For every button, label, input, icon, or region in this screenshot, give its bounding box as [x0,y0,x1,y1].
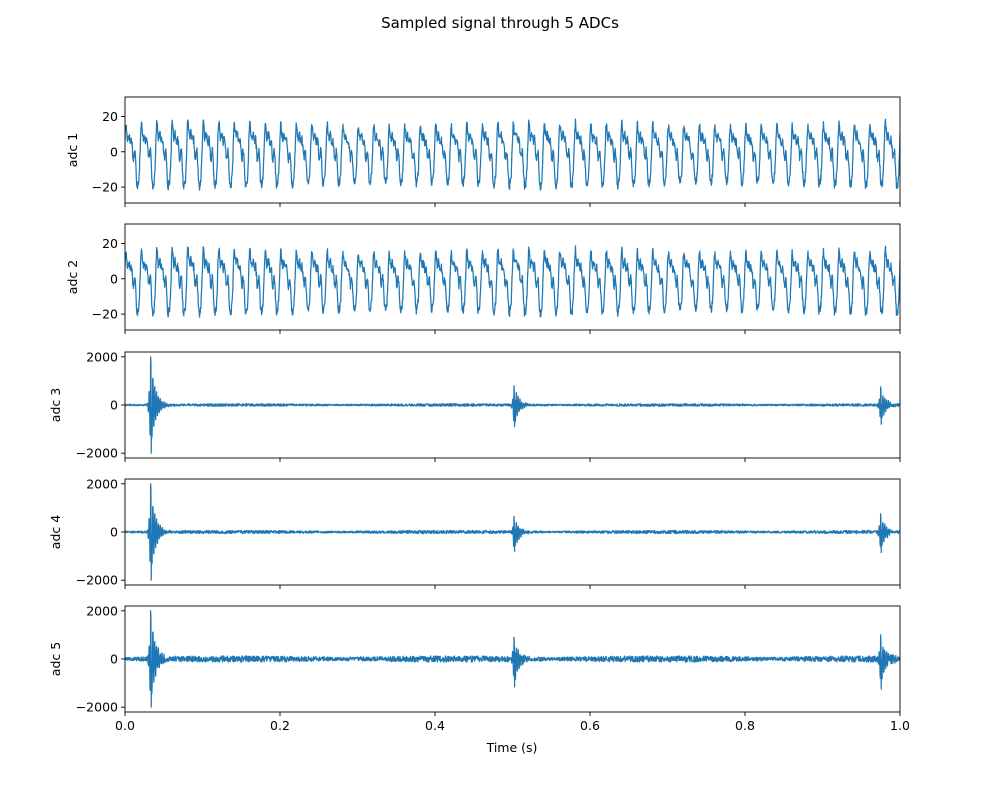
x-tick-label: 0.8 [735,718,755,733]
y-tick-label: −20 [92,180,118,195]
subplot-adc-4: 2000 0 −2000 adc 4 [48,476,901,589]
series-line-adc-2 [125,245,900,318]
y-tick-label: −2000 [76,446,118,461]
subplot-adc-5: 2000 0 −2000 adc 5 0.0 0.2 0.4 0.6 0.8 1.0 [48,603,910,733]
y-axis-label: adc 5 [48,642,63,676]
x-tick-label: 0.4 [425,718,445,733]
x-axis-label: Time (s) [486,740,538,755]
axes-frame [124,223,901,331]
y-tick-label: 20 [102,236,118,251]
x-tick-label: 0.2 [270,718,290,733]
series-line-adc-1 [125,118,900,191]
y-tick-label: 0 [110,144,118,159]
y-tick-label: −20 [92,307,118,322]
y-tick-label: 2000 [86,476,118,491]
series-line-adc-3 [125,356,900,454]
y-tick-label: 20 [102,109,118,124]
y-tick-label: 0 [110,525,118,540]
axes-frame [124,96,901,204]
subplot-adc-3: 2000 0 −2000 adc 3 [48,349,901,462]
y-axis-label: adc 4 [48,515,63,549]
y-tick-label: 2000 [86,603,118,618]
series-line-adc-4 [125,483,900,581]
y-tick-label: −2000 [76,573,118,588]
y-tick-label: −2000 [76,700,118,715]
y-tick-label: 0 [110,271,118,286]
x-tick-label: 0.6 [580,718,600,733]
x-tick-label: 0.0 [115,718,135,733]
y-axis-label: adc 1 [65,133,80,167]
y-axis-label: adc 2 [65,260,80,294]
series-line-adc-5 [125,610,900,708]
y-tick-label: 0 [110,398,118,413]
y-axis-label: adc 3 [48,388,63,422]
chart-title: Sampled signal through 5 ADCs [381,14,619,32]
y-tick-label: 2000 [86,349,118,364]
subplot-adc-2: 20 0 −20 adc 2 [65,223,901,334]
y-tick-label: 0 [110,652,118,667]
x-tick-label: 1.0 [890,718,910,733]
subplot-adc-1: 20 0 −20 adc 1 [65,96,901,207]
